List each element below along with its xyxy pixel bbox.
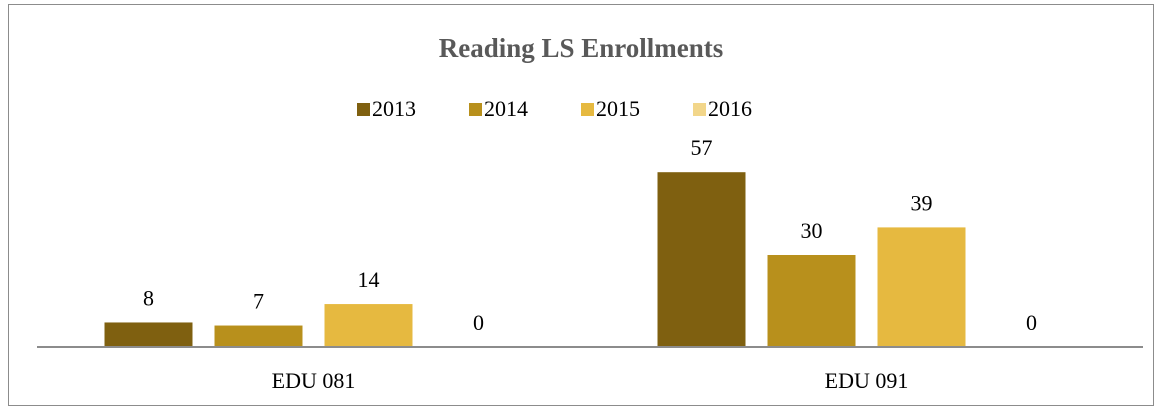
- chart-title: Reading LS Enrollments: [439, 33, 724, 63]
- value-label: 0: [1026, 310, 1037, 335]
- legend-label: 2016: [708, 96, 752, 121]
- legend-label: 2015: [596, 96, 640, 121]
- value-label: 7: [253, 289, 264, 314]
- legend-swatch: [581, 103, 594, 116]
- legend-label: 2013: [372, 96, 416, 121]
- bar: [214, 325, 303, 347]
- value-label: 57: [691, 135, 713, 160]
- legend-swatch: [357, 103, 370, 116]
- bar: [657, 172, 746, 347]
- value-label: 14: [358, 267, 380, 292]
- bar: [767, 255, 856, 347]
- bar: [324, 304, 413, 347]
- x-tick-label: EDU 081: [272, 368, 356, 393]
- bar: [104, 322, 193, 347]
- bar: [877, 227, 966, 347]
- value-label: 0: [473, 310, 484, 335]
- value-label: 8: [143, 286, 154, 311]
- value-label: 39: [911, 190, 933, 215]
- x-tick-label: EDU 091: [825, 368, 909, 393]
- value-label: 30: [801, 218, 823, 243]
- legend-swatch: [469, 103, 482, 116]
- legend-label: 2014: [484, 96, 528, 121]
- legend-swatch: [693, 103, 706, 116]
